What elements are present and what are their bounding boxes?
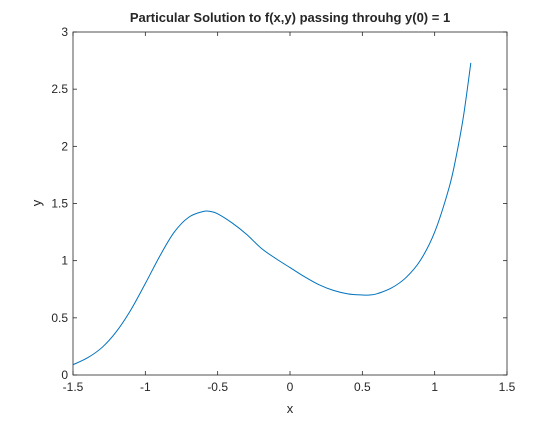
x-axis-label: x	[287, 401, 294, 416]
axes: -1.5 -1 -0.5 0 0.5 1 1.5 0 0.5 1 1.5 2 2.5 3	[51, 25, 515, 394]
chart-title: Particular Solution to f(x,y) passing th…	[130, 10, 450, 25]
x-tick-label: -1	[140, 380, 151, 394]
x-tick-label: -1.5	[63, 380, 84, 394]
y-tick-label: 1	[61, 254, 68, 268]
x-tick-label: 0	[287, 380, 294, 394]
y-axis-label: y	[29, 199, 44, 206]
plot-area	[72, 62, 472, 366]
x-tick-label: 0.5	[354, 380, 371, 394]
axes-box	[72, 31, 508, 376]
x-tick-label: 1.5	[499, 380, 516, 394]
series-line	[72, 62, 472, 366]
y-tick-label: 0.5	[51, 311, 68, 325]
y-tick-label: 3	[61, 25, 68, 39]
y-tick-label: 2.5	[51, 82, 68, 96]
y-tick-label: 1.5	[51, 197, 68, 211]
y-tick-label: 0	[61, 368, 68, 382]
x-tick-label: 1	[431, 380, 438, 394]
x-tick-label: -0.5	[207, 380, 228, 394]
y-tick-label: 2	[61, 139, 68, 153]
